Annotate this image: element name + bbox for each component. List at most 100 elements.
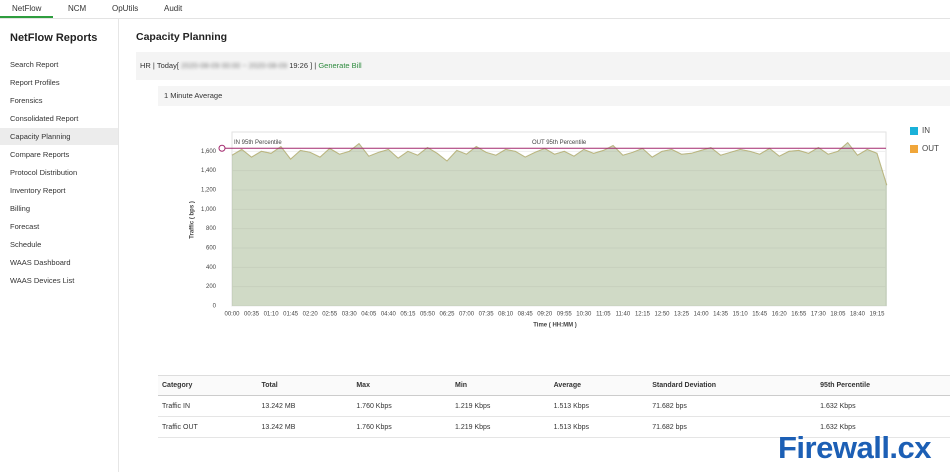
y-axis-title: Traffic ( bps )	[190, 201, 196, 239]
sidebar-item[interactable]: Search Report	[10, 60, 59, 69]
table-header: Standard Deviation	[648, 375, 817, 396]
table-cell: 1.760 Kbps	[352, 395, 451, 417]
filter-suffix: 19:26 ] |	[289, 61, 317, 70]
y-tick-label: 1,400	[201, 168, 217, 174]
y-tick-label: 400	[206, 265, 217, 271]
tab[interactable]: OpUtils	[112, 4, 139, 13]
plot-area	[231, 131, 887, 307]
legend-label: OUT	[922, 144, 939, 153]
tab[interactable]: Audit	[164, 4, 183, 13]
table-header: Max	[352, 375, 451, 396]
sidebar-item[interactable]: Inventory Report	[10, 186, 66, 195]
table-cell: 1.632 Kbps	[816, 416, 950, 438]
x-tick-label: 15:45	[752, 312, 768, 318]
y-tick-label: 1,600	[201, 149, 217, 155]
x-tick-label: 07:00	[459, 312, 475, 318]
x-tick-label: 12:15	[635, 312, 651, 318]
x-tick-label: 12:50	[654, 312, 670, 318]
y-tick-label: 600	[206, 246, 217, 252]
table-header: Average	[549, 375, 649, 396]
filter-prefix: HR | Today[	[140, 61, 179, 70]
x-tick-label: 15:10	[733, 312, 749, 318]
panel-title: 1 Minute Average	[158, 86, 950, 106]
generate-bill-link[interactable]: Generate Bill	[318, 61, 362, 70]
table-row: Traffic OUT 13.242 MB 1.760 Kbps 1.219 Kbps…	[158, 416, 950, 438]
series-area	[232, 142, 887, 306]
sidebar-item[interactable]: Forecast	[10, 222, 40, 231]
table-cell: Traffic OUT	[158, 416, 258, 438]
tab[interactable]: NCM	[68, 4, 87, 13]
table-cell: Traffic IN	[158, 395, 258, 417]
top-tabs: NetFlow NCM OpUtils Audit	[0, 0, 950, 19]
sidebar: NetFlow Reports Search Report Report Prof…	[0, 19, 119, 472]
sidebar-item[interactable]: Billing	[10, 204, 31, 213]
percentile-label: OUT 95th Percentile	[532, 140, 587, 146]
y-tick-label: 1,000	[201, 207, 217, 213]
table-header: Min	[450, 375, 550, 396]
sidebar-item[interactable]: Report Profiles	[10, 78, 60, 87]
x-tick-label: 08:45	[518, 312, 534, 318]
table-cell: 1.513 Kbps	[549, 395, 649, 417]
table-cell: 71.682 bps	[648, 416, 817, 438]
x-tick-label: 00:35	[244, 312, 260, 318]
x-tick-label: 18:05	[830, 312, 846, 318]
sidebar-item[interactable]: Capacity Planning	[0, 128, 118, 145]
table-cell: 13.242 MB	[257, 395, 353, 417]
x-tick-label: 00:00	[224, 312, 240, 318]
legend-swatch	[910, 127, 918, 135]
x-tick-label: 16:55	[791, 312, 807, 318]
x-tick-label: 16:20	[772, 312, 788, 318]
y-tick-label: 200	[206, 284, 217, 290]
chart: 0 200 400 600 800 1,000 1,200 1,400 1,600 00:00 00…	[190, 126, 939, 329]
table-cell: 1.513 Kbps	[549, 416, 649, 438]
sidebar-item[interactable]: Protocol Distribution	[10, 168, 78, 177]
legend-swatch	[910, 145, 918, 153]
x-tick-label: 05:50	[420, 312, 436, 318]
x-tick-label: 09:20	[537, 312, 553, 318]
sidebar-item[interactable]: Schedule	[10, 240, 42, 249]
x-tick-label: 11:05	[596, 312, 611, 318]
x-tick-label: 19:15	[869, 312, 885, 318]
y-tick-label: 0	[213, 304, 217, 310]
x-axis-title: Time ( HH:MM )	[533, 323, 577, 329]
sidebar-item[interactable]: WAAS Devices List	[10, 276, 75, 285]
sidebar-item[interactable]: Consolidated Report	[10, 114, 79, 123]
table-cell: 13.242 MB	[257, 416, 353, 438]
stats-table: Category Total Max Min Average Standard Devia…	[158, 375, 950, 438]
percentile-marker	[218, 144, 226, 152]
tab[interactable]: NetFlow	[0, 4, 54, 18]
x-tick-label: 18:40	[850, 312, 866, 318]
x-tick-label: 03:30	[342, 312, 358, 318]
sidebar-title: NetFlow Reports	[10, 32, 98, 44]
series-line	[231, 141, 888, 186]
sidebar-item[interactable]: Forensics	[10, 96, 43, 105]
series-area	[232, 142, 887, 306]
percentile-label: IN 95th Percentile	[234, 140, 282, 146]
table-cell: 1.632 Kbps	[816, 395, 950, 417]
x-tick-label: 04:40	[381, 312, 397, 318]
x-tick-label: 09:55	[557, 312, 573, 318]
filter-bar: HR | Today[ 2020-08-09 00:00 ~ 2020-08-0…	[136, 52, 950, 80]
page-title: Capacity Planning	[136, 31, 228, 43]
x-tick-label: 14:35	[713, 312, 729, 318]
x-tick-label: 06:25	[439, 312, 455, 318]
x-tick-label: 07:35	[479, 312, 495, 318]
table-cell: 1.760 Kbps	[352, 416, 451, 438]
y-tick-label: 1,200	[201, 188, 217, 194]
x-tick-label: 01:10	[264, 312, 280, 318]
y-tick-label: 800	[206, 226, 217, 232]
table-header[interactable]: Category	[158, 375, 258, 396]
x-tick-label: 17:30	[811, 312, 827, 318]
sidebar-item[interactable]: WAAS Dashboard	[10, 258, 71, 267]
x-tick-label: 02:20	[303, 312, 319, 318]
x-tick-label: 13:25	[674, 312, 690, 318]
table-cell: 1.219 Kbps	[450, 416, 550, 438]
filter-date: 2020-08-09 00:00 ~ 2020-08-09	[181, 61, 288, 70]
x-tick-label: 05:15	[400, 312, 416, 318]
x-tick-label: 04:05	[361, 312, 377, 318]
table-row: Traffic IN 13.242 MB 1.760 Kbps 1.219 Kbps 1…	[158, 395, 950, 417]
x-tick-label: 02:55	[322, 312, 338, 318]
sidebar-item[interactable]: Compare Reports	[10, 150, 70, 159]
x-tick-label: 08:10	[498, 312, 514, 318]
